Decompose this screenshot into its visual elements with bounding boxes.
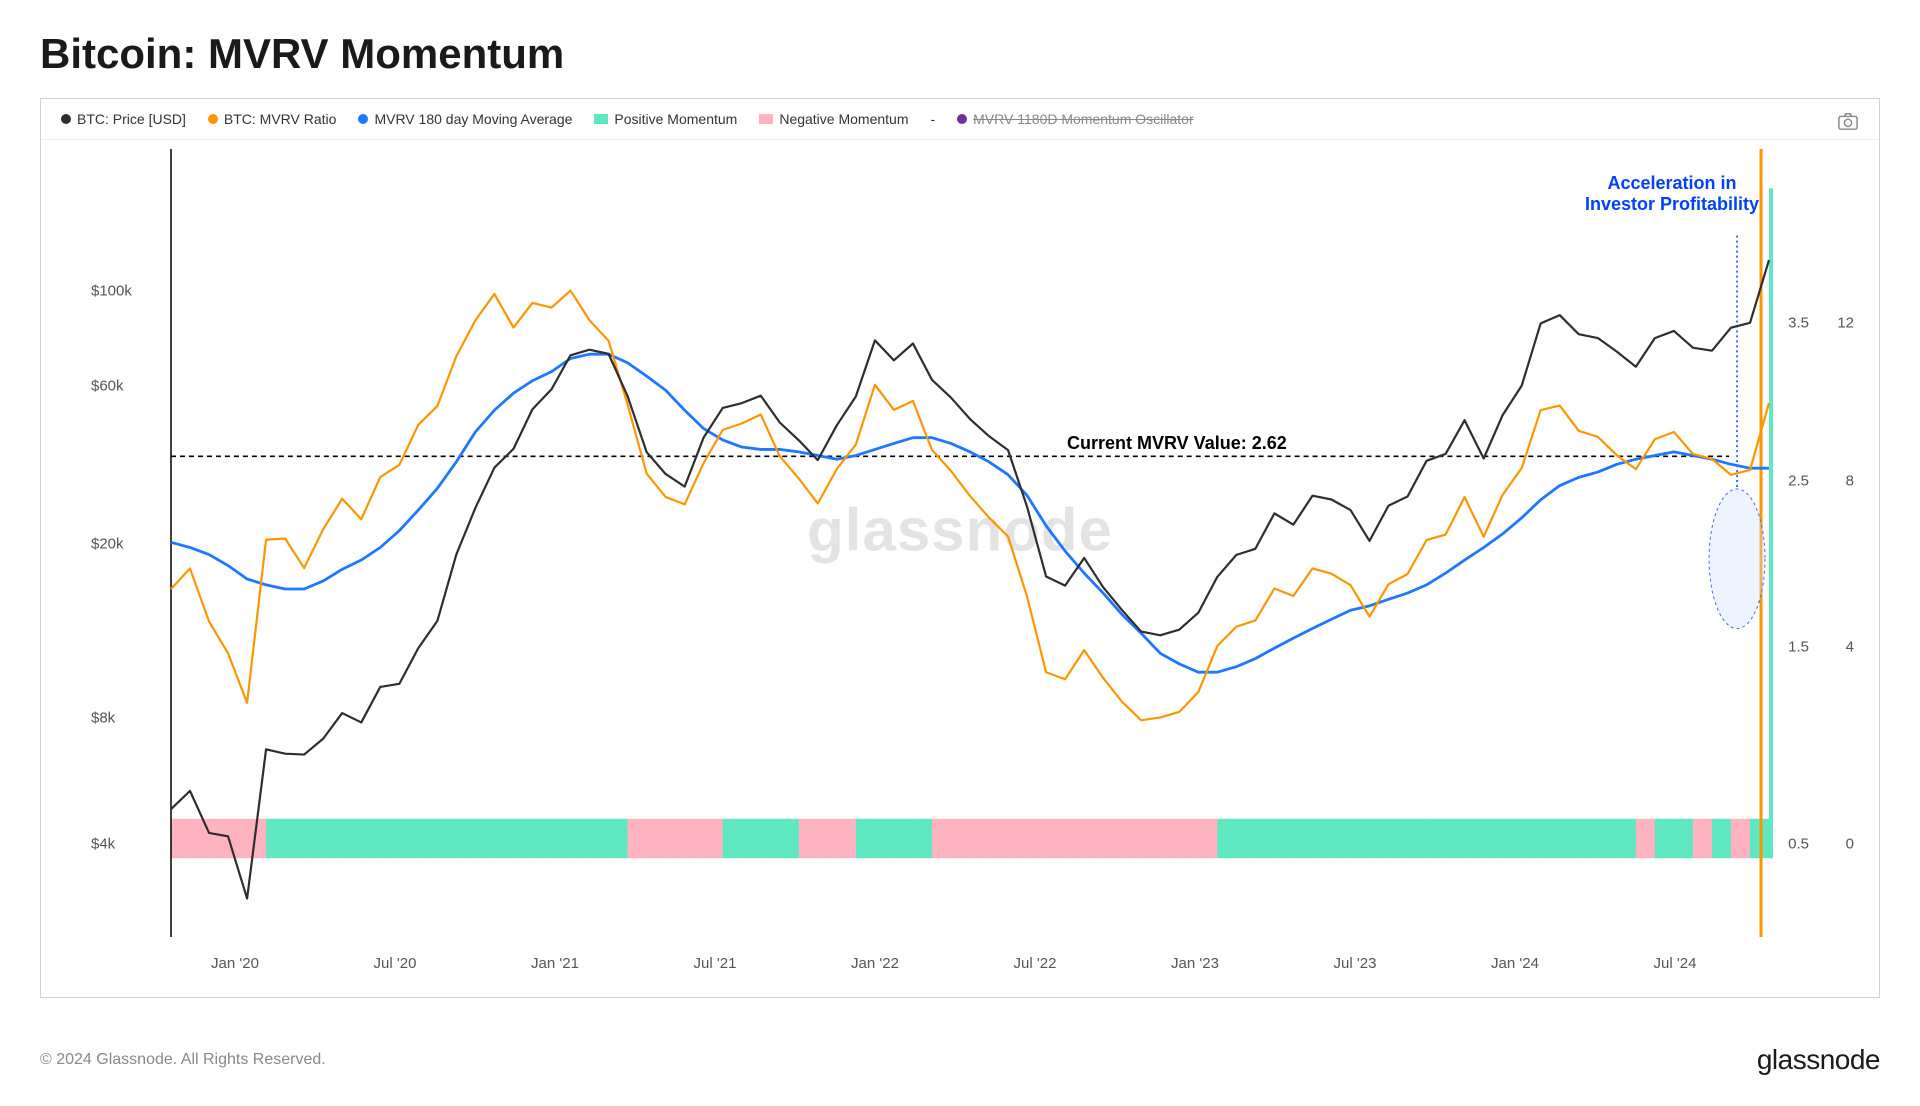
legend-label: BTC: Price [USD] <box>77 111 186 127</box>
y-left-tick: $8k <box>91 709 115 726</box>
legend: BTC: Price [USD] BTC: MVRV Ratio MVRV 18… <box>41 99 1879 140</box>
copyright: © 2024 Glassnode. All Rights Reserved. <box>40 1051 326 1069</box>
legend-item-strike[interactable]: MVRV 1180D Momentum Oscillator <box>957 111 1193 127</box>
legend-dot <box>358 114 368 124</box>
x-tick: Jan '23 <box>1171 955 1219 972</box>
legend-label: Positive Momentum <box>614 111 737 127</box>
x-tick: Jan '24 <box>1491 955 1539 972</box>
x-tick: Jan '20 <box>211 955 259 972</box>
legend-item-pos[interactable]: Positive Momentum <box>594 111 737 127</box>
annotation-mvrv-value: Current MVRV Value: 2.62 <box>1067 433 1287 454</box>
legend-item-ma180[interactable]: MVRV 180 day Moving Average <box>358 111 572 127</box>
y-right-tick: 0.5 <box>1788 836 1809 853</box>
legend-label: MVRV 1180D Momentum Oscillator <box>973 111 1193 127</box>
legend-dot <box>208 114 218 124</box>
legend-item-price[interactable]: BTC: Price [USD] <box>61 111 186 127</box>
y-left-tick: $60k <box>91 378 124 395</box>
y-right2-tick: 8 <box>1846 472 1854 489</box>
y-right-tick: 2.5 <box>1788 472 1809 489</box>
x-tick: Jan '22 <box>851 955 899 972</box>
camera-icon[interactable] <box>1837 111 1859 134</box>
y-right2-tick: 0 <box>1846 836 1854 853</box>
brand-logo: glassnode <box>1757 1044 1880 1076</box>
legend-box <box>759 114 773 124</box>
footer: © 2024 Glassnode. All Rights Reserved. g… <box>40 1044 1880 1076</box>
chart-title: Bitcoin: MVRV Momentum <box>40 30 1880 78</box>
legend-label: MVRV 180 day Moving Average <box>374 111 572 127</box>
legend-box <box>594 114 608 124</box>
y-right2-tick: 4 <box>1846 638 1854 655</box>
legend-label: - <box>931 111 936 127</box>
legend-dot <box>957 114 967 124</box>
x-tick: Jul '24 <box>1654 955 1697 972</box>
legend-item-mvrv[interactable]: BTC: MVRV Ratio <box>208 111 337 127</box>
y-right-tick: 1.5 <box>1788 638 1809 655</box>
y-right-tick: 3.5 <box>1788 314 1809 331</box>
x-tick: Jul '22 <box>1014 955 1057 972</box>
chart-container: BTC: Price [USD] BTC: MVRV Ratio MVRV 18… <box>40 98 1880 998</box>
y-left-tick: $4k <box>91 836 115 853</box>
y-left-tick: $20k <box>91 536 124 553</box>
legend-item-dash: - <box>931 111 936 127</box>
legend-label: Negative Momentum <box>779 111 908 127</box>
x-tick: Jul '20 <box>374 955 417 972</box>
legend-item-neg[interactable]: Negative Momentum <box>759 111 908 127</box>
plot-area <box>171 149 1769 937</box>
x-tick: Jan '21 <box>531 955 579 972</box>
y-right2-tick: 12 <box>1837 314 1854 331</box>
legend-label: BTC: MVRV Ratio <box>224 111 337 127</box>
y-left-tick: $100k <box>91 283 132 300</box>
x-tick: Jul '21 <box>694 955 737 972</box>
plot-svg <box>171 149 1769 937</box>
legend-dot <box>61 114 71 124</box>
x-tick: Jul '23 <box>1334 955 1377 972</box>
annotation-acceleration: Acceleration inInvestor Profitability <box>1585 173 1759 216</box>
